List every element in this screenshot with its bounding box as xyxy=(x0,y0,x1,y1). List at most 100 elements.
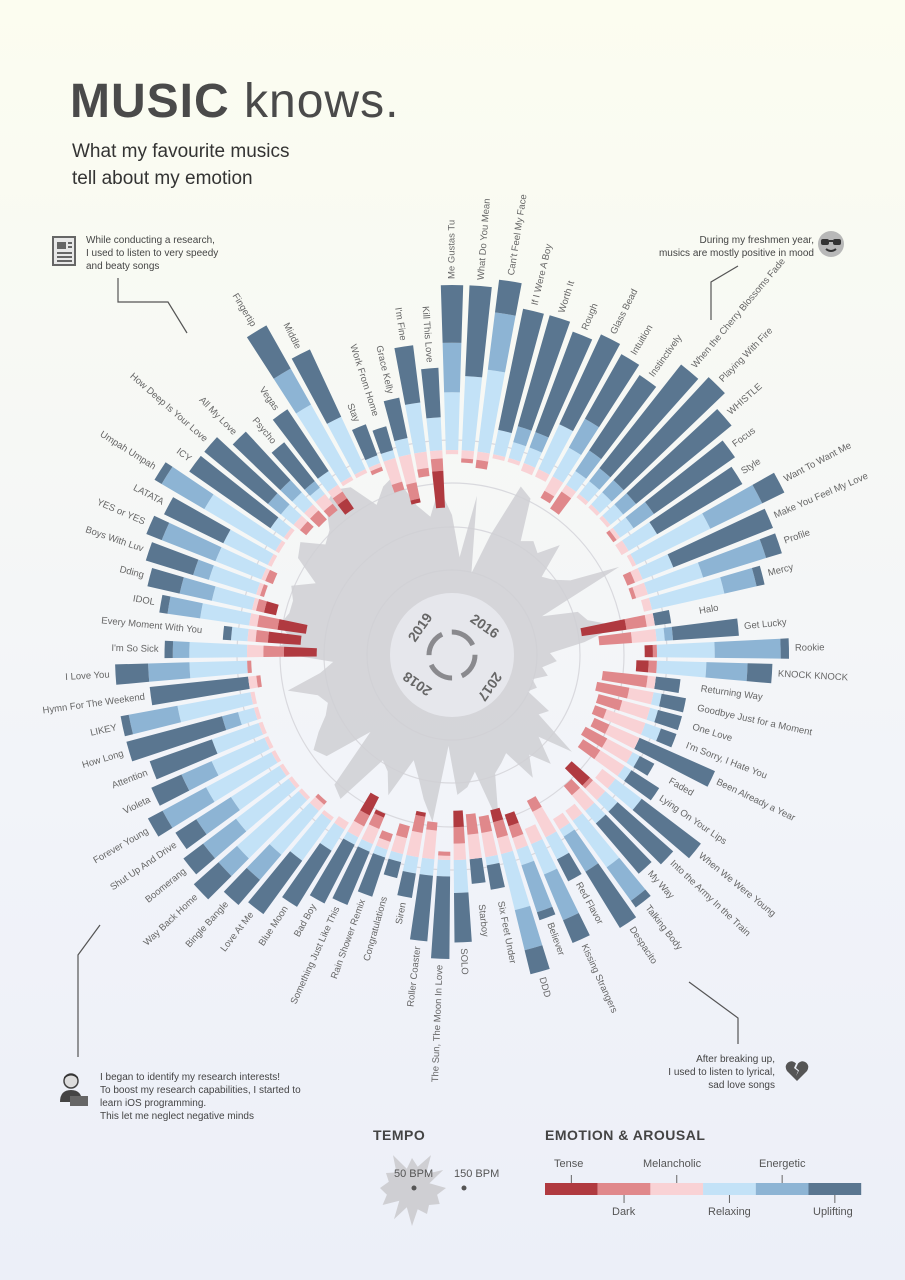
bar-segment-melancholic xyxy=(298,788,311,801)
bar-segment-relaxing xyxy=(204,494,282,551)
bar-segment-uplifting xyxy=(383,397,408,442)
song-label: Six Feet Under xyxy=(495,900,518,964)
bar-segment-melancholic xyxy=(422,829,437,860)
bar-segment-energetic xyxy=(625,502,654,529)
note-line: While conducting a research, xyxy=(86,235,215,246)
sunglasses-emoji-icon xyxy=(817,230,845,263)
bar-segment-tense xyxy=(580,619,627,637)
bar-segment-dark xyxy=(417,467,430,478)
song-label: Profile xyxy=(783,527,812,546)
bar-segment-energetic xyxy=(714,638,781,659)
tempo-legend-shape xyxy=(380,1155,446,1226)
bar-segment-relaxing xyxy=(365,455,381,468)
bar-segment-energetic xyxy=(705,662,748,682)
tempo-legend xyxy=(380,1155,467,1226)
note-bottom-right: After breaking up, I used to listen to l… xyxy=(640,1053,775,1092)
bar-segment-dark xyxy=(465,813,479,835)
note-line: learn iOS programming. xyxy=(100,1098,207,1109)
bar-segment-relaxing xyxy=(566,471,587,492)
bar-segment-melancholic xyxy=(250,691,257,705)
bar-segment-melancholic xyxy=(588,504,600,516)
bar-segment-relaxing xyxy=(640,723,661,741)
song-label: Attention xyxy=(110,767,149,791)
bar-segment-relaxing xyxy=(602,504,624,525)
song-label: Can't Feel My Face xyxy=(506,193,530,276)
bar-segment-uplifting xyxy=(654,676,681,693)
bar-segment-uplifting xyxy=(652,610,672,626)
bar-segment-dark xyxy=(396,823,410,839)
note-top-left: While conducting a research, I used to l… xyxy=(86,234,218,273)
bar-segment-melancholic xyxy=(258,721,267,735)
song-label: LIKEY xyxy=(89,722,118,739)
bar-segment-dark xyxy=(430,458,444,472)
bar-segment-relaxing xyxy=(357,839,373,852)
bar-segment-energetic xyxy=(172,641,190,658)
bar-segment-uplifting xyxy=(752,472,785,504)
bar-segment-uplifting xyxy=(291,349,342,424)
bar-segment-dark xyxy=(624,615,647,630)
bar-segment-relaxing xyxy=(394,438,411,457)
song-label: Bad Boy xyxy=(292,902,319,939)
bar-segment-relaxing xyxy=(585,802,606,824)
bar-segment-dark xyxy=(622,571,635,586)
leader-line-top-left xyxy=(117,278,188,334)
song-label: Fingertip xyxy=(230,292,259,329)
bar-segment-dark xyxy=(550,491,572,515)
song-label: Dding xyxy=(118,564,145,581)
subtitle-line-2: tell about my emotion xyxy=(72,168,253,189)
bar-segment-uplifting xyxy=(608,802,674,865)
bar-segment-melancholic xyxy=(630,568,643,583)
bar-segment-dark xyxy=(368,813,384,829)
bar-segment-melancholic xyxy=(248,675,258,689)
song-label: Style xyxy=(739,456,763,477)
bar-segment-relaxing xyxy=(380,450,396,462)
bar-segment-energetic xyxy=(246,844,282,880)
bar-segment-relaxing xyxy=(516,845,534,866)
bar-segment-dark xyxy=(260,584,268,597)
bar-segment-dark xyxy=(247,660,252,674)
bar-segment-melancholic xyxy=(334,816,349,830)
bar-segment-melancholic xyxy=(553,812,570,830)
leader-line-bottom-right xyxy=(688,981,739,1044)
bar-segment-melancholic xyxy=(595,768,616,789)
bar-segment-melancholic xyxy=(246,644,264,658)
bar-segment-dark xyxy=(315,793,327,805)
bar-segment-relaxing xyxy=(461,376,483,452)
bar-segment-dark xyxy=(582,777,593,789)
bar-segment-uplifting xyxy=(780,638,790,659)
bar-segment-melancholic xyxy=(340,476,354,487)
note-line: sad love songs xyxy=(708,1080,775,1091)
bar-segment-melancholic xyxy=(532,806,557,838)
bar-segment-dark xyxy=(648,660,657,674)
bar-segment-melancholic xyxy=(641,597,652,612)
bar-segment-energetic xyxy=(442,342,462,393)
bar-segment-relaxing xyxy=(523,447,542,468)
song-label: IDOL xyxy=(132,593,156,608)
bar-segment-melancholic xyxy=(315,494,333,512)
bar-segment-uplifting xyxy=(536,906,556,921)
bar-segment-relaxing xyxy=(231,626,249,642)
bar-segment-dark xyxy=(323,503,338,518)
song-label: Kissing Strangers xyxy=(579,942,620,1015)
song-label: Me Gustas Tu xyxy=(447,220,458,279)
bar-segment-dark xyxy=(263,645,285,657)
song-label: YES or YES xyxy=(95,497,147,528)
bar-segment-relaxing xyxy=(607,778,642,810)
bar-segment-relaxing xyxy=(388,850,403,863)
bar-segment-uplifting xyxy=(535,331,593,438)
bar-segment-melancholic xyxy=(293,515,308,531)
bar-segment-dark xyxy=(255,630,269,643)
bar-segment-dark xyxy=(493,819,508,839)
bar-segment-uplifting xyxy=(332,846,370,905)
bar-segment-melancholic xyxy=(327,484,343,499)
bar-segment-uplifting xyxy=(222,625,233,641)
bar-segment-energetic xyxy=(161,466,214,510)
bar-segment-energetic xyxy=(614,493,636,515)
bar-segment-energetic xyxy=(521,860,553,913)
bar-segment-tense xyxy=(490,807,504,823)
bar-segment-dark xyxy=(581,726,608,748)
note-line: This let me neglect negative minds xyxy=(100,1111,254,1122)
bar-segment-energetic xyxy=(702,484,763,529)
bar-segment-energetic xyxy=(568,418,599,455)
bar-segment-uplifting xyxy=(654,710,682,731)
